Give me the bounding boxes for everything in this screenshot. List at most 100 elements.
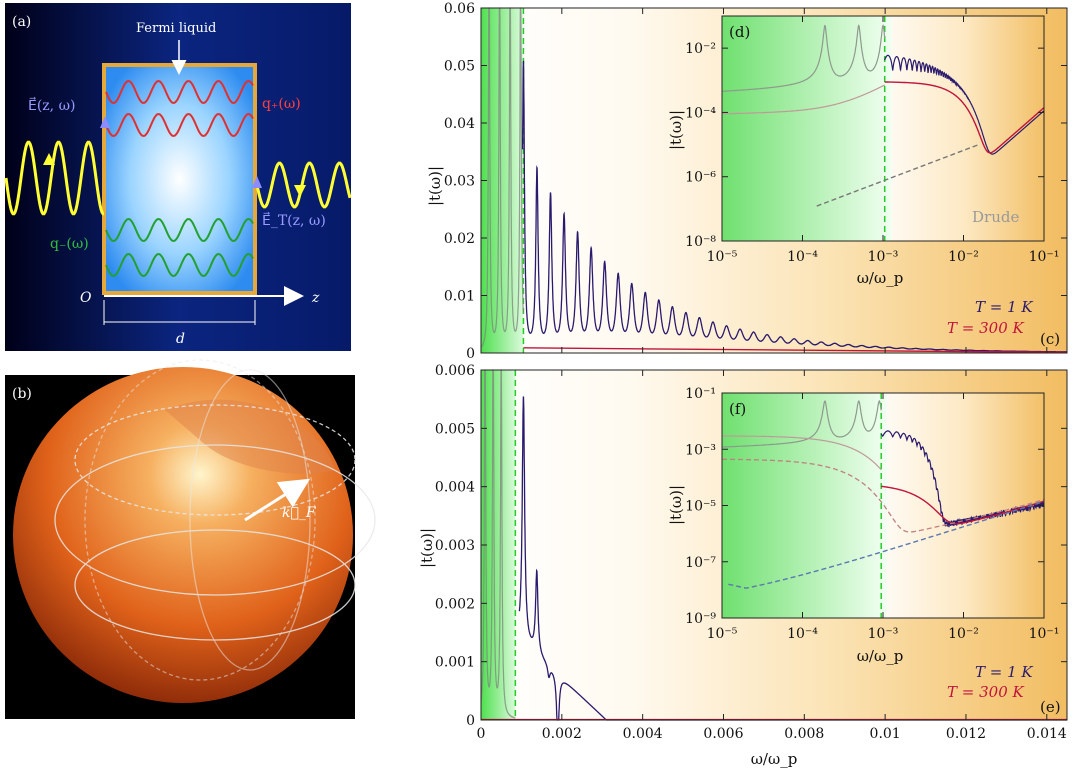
panel-f-label: (f) [729,400,746,418]
q-minus-label: q₋(ω) [50,236,89,252]
inset-d-gray-1k [722,24,886,92]
inset-d-series-1k [884,54,1045,155]
e-field-label: E⃗(z, ω) [28,96,75,114]
inset-f-drude-blue [728,500,1045,589]
xtick-label: 10⁻⁴ [787,249,818,265]
panel-c-legend-1k: T = 1 K [975,298,1033,316]
q-minus-wave-2 [105,253,254,277]
q-plus-label: q₊(ω) [262,96,301,112]
xtick-label: 0.008 [784,726,824,742]
panel-f-ylabel: |t(ω)| [667,485,685,525]
inset-f-series-300k [880,485,1045,525]
inset-f-gray-1k [721,399,882,448]
panel-f-inset: 10⁻⁵ 10⁻⁴ 10⁻³ 10⁻² 10⁻¹ 10⁻⁹ 10⁻⁷ 10⁻⁵ 10⁻³ 10⁻¹… [667,386,1059,665]
ytick-label: 0.03 [444,174,475,190]
ytick-label: 10⁻⁸ [685,234,716,250]
q-plus-wave-1 [105,80,254,104]
panel-e-label: (e) [1040,698,1061,716]
panel-c-ylabel: |t(ω)| [426,166,444,206]
series-gray-resonances [480,7,524,348]
ytick-label: 10⁻⁶ [685,170,716,186]
panel-f-green-region [722,393,887,618]
ytick-label: 0 [466,346,475,362]
kf-arrow [244,478,311,522]
panel-d-label: (d) [729,23,750,41]
series-300k [523,347,1068,354]
panel-e-ylabel: |t(ω)| [418,528,436,568]
inset-d-series-300k [884,81,1045,154]
xtick-label: 10⁻³ [868,626,899,642]
panel-d-ylabel: |t(ω)| [667,110,685,150]
xtick-label: 10⁻⁵ [707,626,738,642]
fermi-liquid-slab [102,63,257,295]
ytick-label: 0.005 [435,421,475,437]
xtick-label: 10⁻² [948,249,979,265]
e-field-arrow-icon [100,116,110,128]
et-field-label: E⃗_T(z, ω) [262,211,326,229]
fermi-liquid-label: Fermi liquid [136,21,216,36]
series-1k [521,60,1067,353]
ytick-label: 0.04 [444,116,475,132]
xtick-label: 10⁻⁴ [787,626,818,642]
xtick-label: 0.004 [623,726,663,742]
ytick-label: 0.06 [444,1,475,17]
xtick-label: 0 [477,726,486,742]
panel-a: (a) Fermi liquid q₊(ω) q₋(ω) E⃗(z, ω) E⃗… [4,3,352,351]
ytick-label: 10⁻⁵ [685,499,716,515]
panel-e-legend-1k: T = 1 K [975,663,1033,681]
inset-f-drude-red [722,458,1045,533]
panel-a-label: (a) [12,14,31,30]
inset-f-gray-300k [722,435,882,471]
xtick-label: 0.012 [946,726,986,742]
ytick-label: 10⁻⁹ [685,611,716,627]
panel-e-xlabel: ω/ω_p [751,750,798,768]
inset-d-gray-300k [722,84,886,115]
drude-label: Drude [972,208,1019,226]
ytick-label: 0.001 [435,655,475,671]
incident-arrow-icon [43,153,55,165]
kf-label: k⃗_F [282,505,317,521]
xtick-label: 0.002 [542,726,582,742]
xtick-label: 10⁻³ [868,249,899,265]
panel-d-xlabel: ω/ω_p [857,269,904,287]
z-label: z [311,290,320,306]
panel-c-label: (c) [1040,330,1060,348]
q-minus-wave-1 [105,218,254,242]
ytick-label: 0.002 [435,596,475,612]
xtick-label: 10⁻¹ [1029,626,1060,642]
ytick-label: 0.02 [444,231,475,247]
drude-curve [816,143,981,207]
xtick-label: 10⁻¹ [1029,249,1060,265]
origin-label: O [80,290,92,306]
ytick-label: 0.006 [435,363,475,379]
incident-wave [4,140,105,216]
series-gray-resonances [480,369,516,719]
q-plus-wave-2 [105,113,254,137]
xtick-label: 10⁻⁵ [707,249,738,265]
xtick-label: 0.006 [703,726,743,742]
panel-d-inset: 10⁻⁵ 10⁻⁴ 10⁻³ 10⁻² 10⁻¹ 10⁻⁸ 10⁻⁶ 10⁻⁴ 10⁻² |t(… [667,15,1060,287]
panel-b-label: (b) [12,386,32,402]
ytick-label: 10⁻⁴ [685,105,716,121]
panel-f-xlabel: ω/ω_p [857,647,904,665]
ytick-label: 10⁻³ [685,442,716,458]
panel-c-legend-300k: T = 300 K [947,319,1025,337]
d-label: d [176,331,185,347]
xtick-label: 0.014 [1027,726,1067,742]
panel-b: (b) k⃗_F [5,359,376,719]
panel-e-legend-300k: T = 300 K [947,683,1025,701]
ytick-label: 10⁻² [685,41,716,57]
ytick-label: 0.05 [444,59,475,75]
ytick-label: 0.01 [444,289,475,305]
panel-d-green-region [722,16,892,241]
ytick-label: 0 [466,713,475,729]
transmitted-wave [255,161,352,209]
ytick-label: 10⁻⁷ [685,555,716,571]
fermi-surface-grid [54,359,376,681]
xtick-label: 10⁻² [948,626,979,642]
ytick-label: 0.004 [435,480,475,496]
transmitted-arrow-icon [294,185,306,197]
et-field-arrow-icon [252,176,262,188]
xtick-label: 0.01 [870,726,901,742]
ytick-label: 0.003 [435,538,475,554]
